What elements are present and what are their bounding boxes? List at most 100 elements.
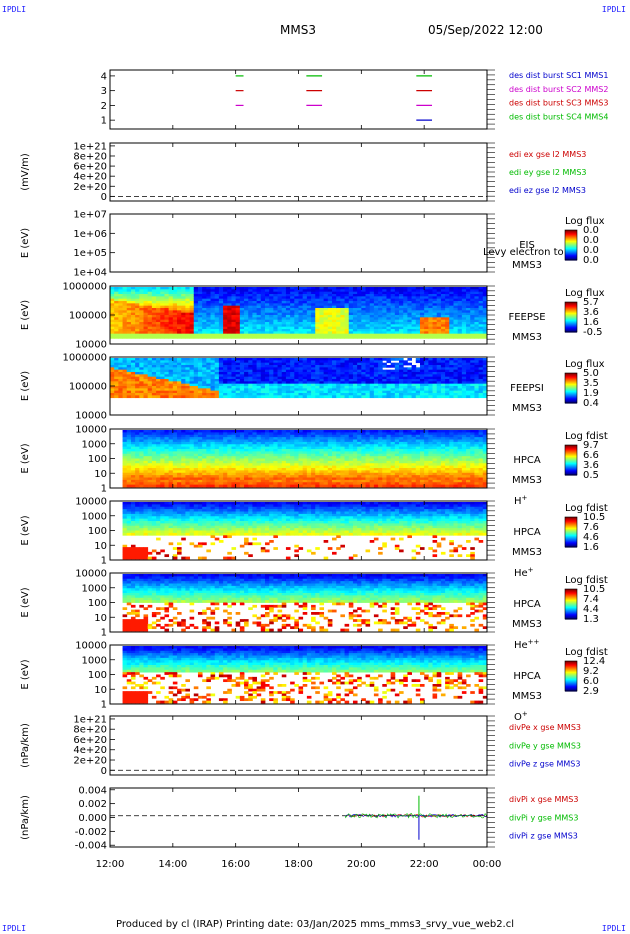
spectrogram-cell <box>181 301 186 304</box>
spectrogram-cell <box>332 298 337 302</box>
spectrogram-cell <box>277 460 283 464</box>
spectrogram-cell <box>218 484 224 488</box>
spectrogram-cell <box>218 386 224 389</box>
spectrogram-cell <box>114 298 119 302</box>
spectrogram-cell <box>172 310 178 314</box>
spectrogram-cell <box>445 298 450 302</box>
spectrogram-cell <box>269 451 274 455</box>
spectrogram-cell <box>348 312 354 316</box>
spectrogram-cell <box>218 437 224 440</box>
spectrogram-cell <box>290 291 295 295</box>
spectrogram-cell <box>344 317 350 321</box>
spectrogram-cell <box>114 390 119 394</box>
spectrogram-cell <box>160 441 165 445</box>
spectrogram-cell <box>122 369 128 373</box>
spectrogram-cell <box>260 367 266 371</box>
spectrogram-cell <box>302 437 308 440</box>
spectrogram-cell <box>306 303 312 307</box>
spectrogram-cell <box>210 324 216 328</box>
spectrogram-cell <box>436 303 442 307</box>
spectrogram-cell <box>177 453 182 457</box>
spectrogram-cell <box>466 331 471 335</box>
spectrogram-cell <box>277 444 283 448</box>
spectrogram-cell <box>252 441 258 445</box>
spectrogram-cell <box>344 322 350 325</box>
spectrogram-cell <box>252 484 258 488</box>
spectrogram-cell <box>177 369 182 373</box>
spectrogram-cell <box>369 289 375 293</box>
spectrogram-cell <box>260 477 266 481</box>
spectrogram-cell <box>327 324 333 328</box>
spectrogram-cell <box>457 294 463 297</box>
spectrogram-cell <box>281 301 287 304</box>
spectrogram-cell <box>285 331 291 335</box>
y-tick-label: 8e+20 <box>73 151 107 162</box>
spectrogram-cell <box>185 329 190 332</box>
spectrogram-cell <box>478 386 484 389</box>
spectrogram-cell <box>118 388 123 392</box>
spectrogram-cell <box>315 449 320 452</box>
spectrogram-cell <box>445 360 450 364</box>
spectrogram-cell <box>411 312 417 316</box>
spectrogram-cell <box>260 463 266 467</box>
spectrogram-cell <box>332 372 337 375</box>
spectrogram-cell <box>453 365 459 368</box>
spectrogram-cell <box>156 294 161 297</box>
spectrogram-cell <box>419 310 425 314</box>
spectrogram-cell <box>315 360 320 364</box>
spectrogram-cell <box>147 465 153 469</box>
spectrogram-cell <box>428 305 433 309</box>
spectrogram-cell <box>151 322 157 325</box>
spectrogram-cell <box>156 437 161 440</box>
spectrogram-cell <box>319 479 325 483</box>
spectrogram-cell <box>285 374 291 378</box>
spectrogram-cell <box>327 329 333 332</box>
spectrogram-cell <box>193 336 199 339</box>
spectrogram-cell <box>156 470 161 474</box>
spectrogram-cell <box>399 317 404 321</box>
spectrogram-cell <box>373 379 379 382</box>
spectrogram-cell <box>382 287 387 290</box>
spectrogram-cell <box>168 331 174 335</box>
spectrogram-cell <box>474 287 480 290</box>
spectrogram-cell <box>206 333 211 337</box>
spectrogram-cell <box>206 430 211 433</box>
spectrogram-cell <box>197 479 203 483</box>
spectrogram-cell <box>327 372 333 375</box>
spectrogram-cell <box>139 390 144 394</box>
spectrogram-cell <box>365 381 371 385</box>
spectrogram-cell <box>311 358 316 361</box>
spectrogram-cell <box>373 287 379 290</box>
spectrogram-cell <box>369 315 375 318</box>
spectrogram-cell <box>151 465 157 469</box>
spectrogram-cell <box>394 369 400 373</box>
spectrogram-cell <box>352 294 358 297</box>
spectrogram-cell <box>306 333 312 337</box>
spectrogram-cell <box>340 362 345 366</box>
spectrogram-cell <box>177 463 182 467</box>
spectrogram-cell <box>478 312 484 316</box>
spectrogram-cell <box>323 458 329 462</box>
spectrogram-cell <box>235 360 241 364</box>
spectrogram-cell <box>172 432 178 436</box>
spectrogram-cell <box>466 287 471 290</box>
spectrogram-cell <box>357 333 362 337</box>
spectrogram-cell <box>419 326 425 330</box>
spectrogram-cell <box>302 451 308 455</box>
spectrogram-cell <box>139 458 144 462</box>
spectrogram-cell <box>239 372 245 375</box>
spectrogram-cell <box>130 446 136 450</box>
spectrogram-cell <box>315 441 320 445</box>
spectrogram-cell <box>445 315 450 318</box>
spectrogram-cell <box>466 317 471 321</box>
spectrogram-cell <box>373 317 379 321</box>
spectrogram-cell <box>290 294 295 297</box>
spectrogram-cell <box>206 383 211 387</box>
spectrogram-cell <box>172 458 178 462</box>
spectrogram-cell <box>231 312 237 316</box>
spectrogram-cell <box>390 329 396 332</box>
spectrogram-cell <box>482 388 488 392</box>
spectrogram-cell <box>202 372 207 375</box>
spectrogram-cell <box>114 329 119 332</box>
spectrogram-cell <box>386 360 392 364</box>
